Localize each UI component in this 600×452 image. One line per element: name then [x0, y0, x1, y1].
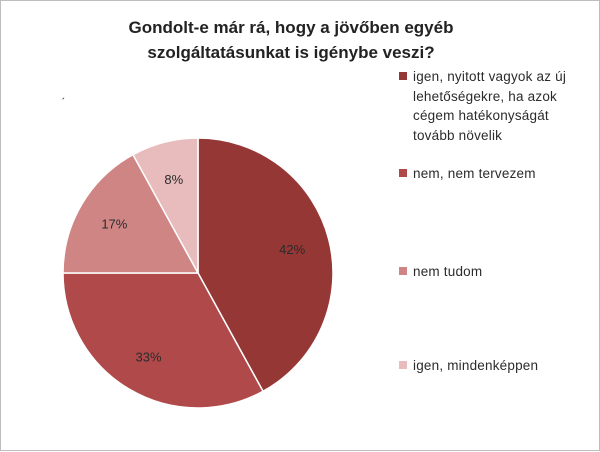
legend-swatch-4	[399, 361, 407, 369]
legend-swatch-2	[399, 169, 407, 177]
pie-data-label-4: 8%	[164, 172, 183, 187]
chart-title: Gondolt-e már rá, hogy a jövőben egyéb s…	[128, 18, 454, 62]
legend-label-2: nem, nem tervezem	[413, 166, 536, 181]
pie-data-label-3: 17%	[101, 217, 127, 232]
stray-mark: ˏ	[61, 86, 65, 100]
pie-slice-1	[197, 137, 334, 393]
legend-label-1: igen, nyitott vagyok az új lehetőségekre…	[413, 69, 567, 143]
legend-swatch-3	[399, 267, 407, 275]
legend-swatch-1	[399, 72, 407, 80]
pie-slice-2	[62, 272, 265, 409]
pie-slice-3	[62, 153, 200, 274]
legend-label-4: igen, mindenképpen	[413, 358, 539, 373]
legend-label-3: nem tudom	[413, 264, 483, 279]
pie-data-label-1: 42%	[279, 242, 305, 257]
pie-data-label-2: 33%	[136, 350, 162, 365]
pie-slice-4	[131, 137, 199, 274]
